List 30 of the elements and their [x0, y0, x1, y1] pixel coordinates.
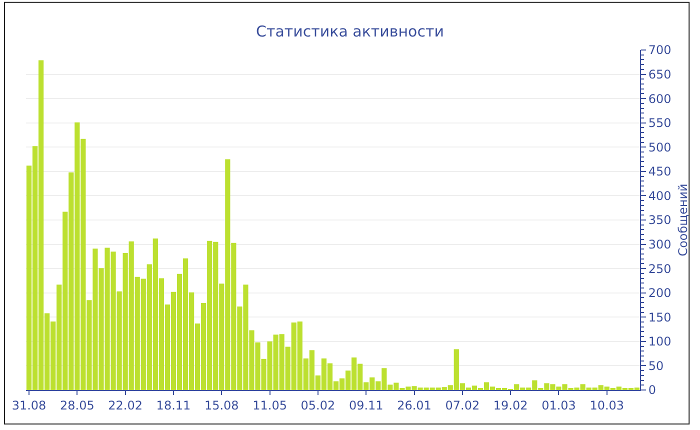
x-tick-label: 28.05	[60, 398, 94, 412]
y-tick-label: 200	[648, 286, 672, 300]
y-tick-label: 700	[648, 43, 672, 58]
y-tick-label: 250	[648, 262, 672, 276]
y-tick-label: 300	[648, 237, 672, 252]
x-tick-label: 18.11	[156, 398, 191, 412]
x-tick-label: 19.02	[493, 398, 528, 412]
y-tick-label: 600	[648, 92, 672, 106]
x-tick-label: 09.11	[348, 398, 384, 412]
y-axis-title: Сообщений	[676, 184, 690, 256]
y-tick-label: 50	[648, 358, 664, 373]
y-tick-label: 400	[648, 188, 672, 203]
x-tick-label: 22.02	[108, 398, 142, 412]
x-tick-label: 31.08	[12, 398, 46, 412]
chart-title: Статистика активности	[256, 22, 444, 40]
y-tick-label: 450	[648, 164, 672, 179]
x-tick-label: 10.03	[590, 398, 624, 412]
x-tick-label: 26.01	[397, 398, 432, 412]
y-tick-label: 650	[648, 67, 672, 82]
x-tick-label: 07.02	[445, 398, 480, 412]
y-tick-label: 550	[648, 116, 672, 130]
x-tick-label: 05.02	[300, 398, 336, 412]
y-tick-label: 100	[648, 334, 672, 349]
x-tick-label: 01.03	[542, 398, 576, 412]
y-tick-label: 500	[648, 140, 672, 154]
x-tick-label: 15.08	[204, 398, 239, 412]
y-tick-label: 0	[648, 383, 656, 398]
y-tick-label: 350	[648, 213, 672, 228]
x-tick-label: 11.05	[252, 398, 287, 412]
y-tick-label: 150	[648, 310, 672, 324]
